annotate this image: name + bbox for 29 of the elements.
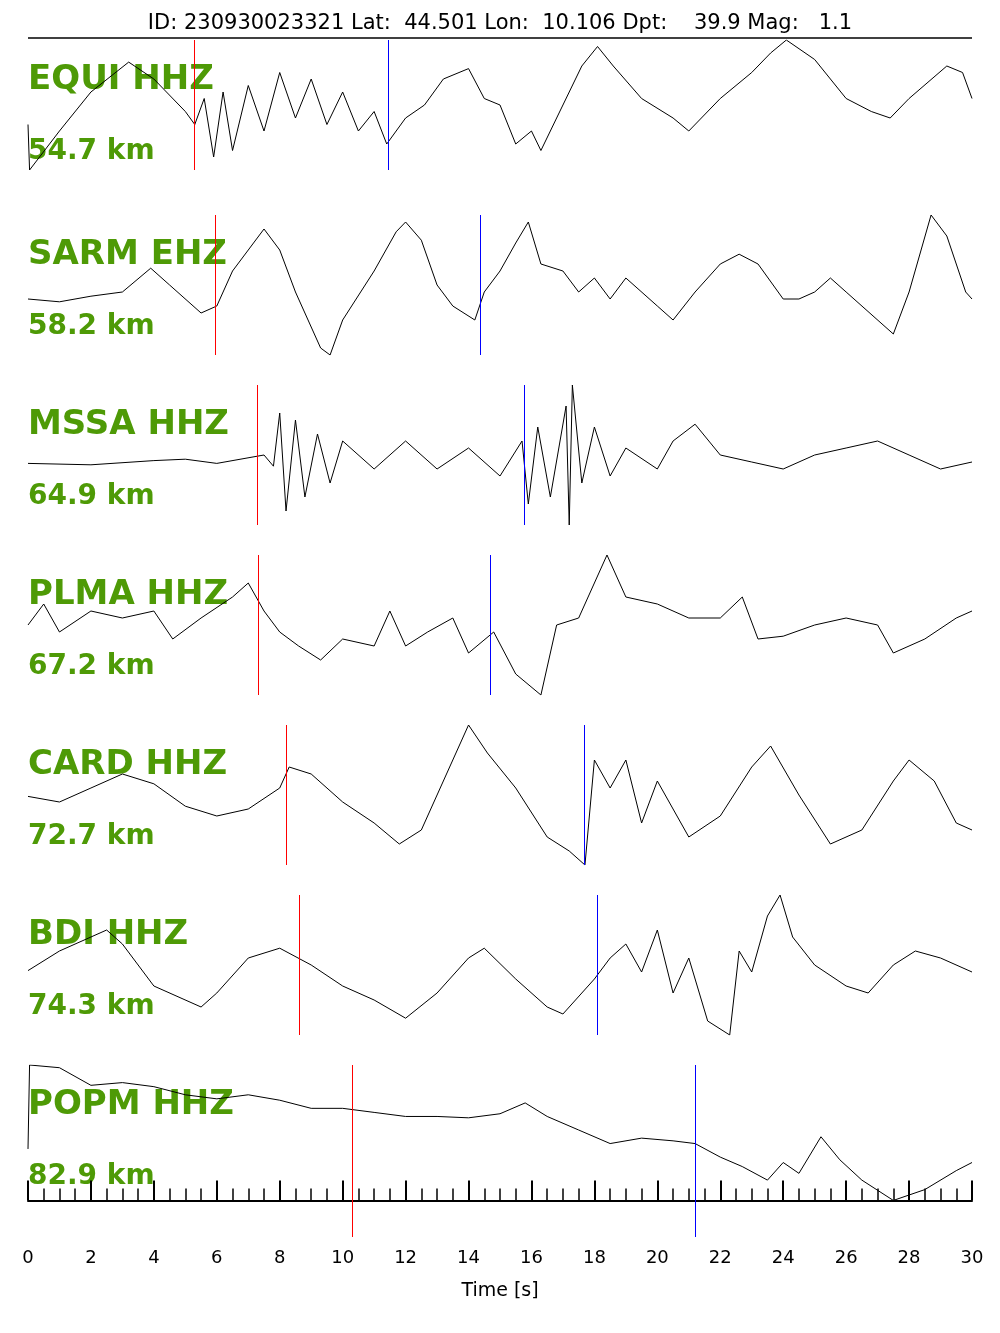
x-tick-label: 14: [457, 1245, 480, 1267]
x-tick-label: 18: [582, 1245, 606, 1267]
x-tick-label: 0: [22, 1245, 34, 1267]
x-axis-title: Time [s]: [460, 1277, 539, 1300]
series-label: BDI HHZ: [28, 912, 189, 952]
chart-title: ID: 230930023321 Lat: 44.501 Lon: 10.106 Dpt: 39.9 Mag: 1.1: [147, 9, 853, 34]
x-tick-label: 10: [331, 1245, 355, 1267]
annotation: 74.3 km: [28, 987, 155, 1021]
x-tick-label: 6: [211, 1245, 223, 1267]
annotation: 64.9 km: [28, 477, 155, 511]
x-tick-label: 4: [148, 1245, 160, 1267]
annotation: 67.2 km: [28, 647, 155, 681]
series-label: CARD HHZ: [28, 742, 228, 782]
x-tick-label: 8: [274, 1245, 286, 1267]
x-tick-label: 12: [394, 1245, 418, 1267]
x-tick-label: 22: [708, 1245, 732, 1267]
series-label: POPM HHZ: [28, 1082, 234, 1122]
x-tick-label: 24: [771, 1245, 795, 1267]
annotation: 72.7 km: [28, 817, 155, 851]
x-tick-label: 16: [520, 1245, 543, 1267]
x-tick-label: 20: [645, 1245, 669, 1267]
annotation: 82.9 km: [28, 1157, 155, 1191]
x-tick-label: 2: [85, 1245, 97, 1267]
x-tick-label: 28: [897, 1245, 921, 1267]
x-tick-label: 26: [834, 1245, 858, 1267]
annotation: 58.2 km: [28, 307, 155, 341]
series-label: PLMA HHZ: [28, 572, 229, 612]
series-label: MSSA HHZ: [28, 402, 229, 442]
x-tick-label: 30: [960, 1245, 984, 1267]
